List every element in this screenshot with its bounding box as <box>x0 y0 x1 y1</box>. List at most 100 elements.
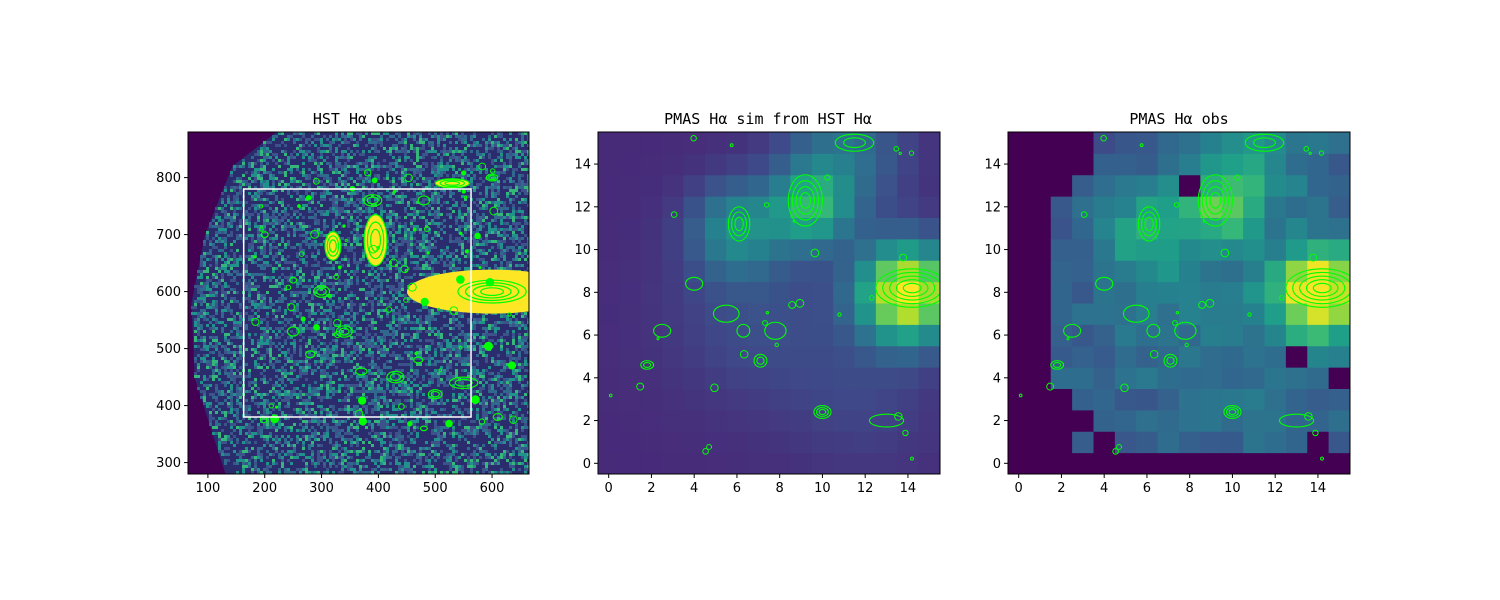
noise-pixel <box>392 336 395 339</box>
noise-pixel <box>236 408 239 411</box>
noise-pixel <box>224 216 227 219</box>
noise-pixel <box>338 288 341 291</box>
noise-pixel <box>341 372 344 375</box>
noise-pixel <box>311 192 314 195</box>
noise-pixel <box>233 210 236 213</box>
noise-pixel <box>473 186 476 189</box>
noise-pixel <box>362 249 365 252</box>
noise-pixel <box>296 228 299 231</box>
noise-pixel <box>485 150 488 153</box>
noise-pixel <box>446 324 449 327</box>
noise-pixel <box>341 354 344 357</box>
noise-pixel <box>410 405 413 408</box>
noise-pixel <box>236 234 239 237</box>
noise-pixel <box>314 207 317 210</box>
noise-pixel <box>350 249 353 252</box>
noise-pixel <box>332 168 335 171</box>
noise-pixel <box>260 174 263 177</box>
noise-pixel <box>443 372 446 375</box>
noise-pixel <box>266 327 269 330</box>
noise-pixel <box>374 288 377 291</box>
noise-pixel <box>473 141 476 144</box>
noise-pixel <box>275 144 278 147</box>
noise-pixel <box>230 207 233 210</box>
noise-pixel <box>329 306 332 309</box>
noise-pixel <box>245 375 248 378</box>
noise-pixel <box>425 345 428 348</box>
noise-pixel <box>311 387 314 390</box>
noise-pixel <box>485 264 488 267</box>
noise-pixel <box>296 168 299 171</box>
noise-pixel <box>356 171 359 174</box>
noise-pixel <box>416 240 419 243</box>
noise-pixel <box>488 141 491 144</box>
noise-pixel <box>227 360 230 363</box>
noise-pixel <box>482 249 485 252</box>
noise-pixel <box>407 204 410 207</box>
noise-pixel <box>323 210 326 213</box>
noise-pixel <box>488 156 491 159</box>
noise-pixel <box>338 333 341 336</box>
noise-pixel <box>431 243 434 246</box>
noise-pixel <box>410 231 413 234</box>
noise-pixel <box>338 408 341 411</box>
noise-pixel <box>368 402 371 405</box>
noise-pixel <box>254 351 257 354</box>
noise-pixel <box>425 222 428 225</box>
noise-pixel <box>506 318 509 321</box>
noise-pixel <box>293 387 296 390</box>
noise-pixel <box>311 372 314 375</box>
noise-pixel <box>317 132 320 135</box>
noise-pixel <box>473 375 476 378</box>
noise-pixel <box>200 357 203 360</box>
noise-pixel <box>344 186 347 189</box>
noise-pixel <box>275 162 278 165</box>
noise-pixel <box>239 222 242 225</box>
noise-pixel <box>356 312 359 315</box>
noise-pixel <box>320 384 323 387</box>
noise-pixel <box>443 264 446 267</box>
noise-pixel <box>239 312 242 315</box>
noise-pixel <box>350 216 353 219</box>
noise-pixel <box>233 375 236 378</box>
noise-pixel <box>347 159 350 162</box>
noise-pixel <box>509 351 512 354</box>
noise-pixel <box>287 360 290 363</box>
noise-pixel <box>266 333 269 336</box>
noise-pixel <box>491 147 494 150</box>
noise-pixel <box>317 366 320 369</box>
noise-pixel <box>494 390 497 393</box>
noise-pixel <box>479 222 482 225</box>
noise-pixel <box>428 357 431 360</box>
noise-pixel <box>353 144 356 147</box>
noise-pixel <box>389 195 392 198</box>
noise-pixel <box>485 330 488 333</box>
noise-pixel <box>278 264 281 267</box>
noise-pixel <box>476 150 479 153</box>
noise-pixel <box>485 399 488 402</box>
noise-pixel <box>389 360 392 363</box>
noise-pixel <box>398 150 401 153</box>
noise-pixel <box>320 192 323 195</box>
noise-pixel <box>227 291 230 294</box>
noise-pixel <box>371 132 374 135</box>
noise-pixel <box>431 273 434 276</box>
noise-pixel <box>215 291 218 294</box>
noise-pixel <box>416 213 419 216</box>
noise-pixel <box>407 378 410 381</box>
noise-pixel <box>518 339 521 342</box>
noise-pixel <box>512 240 515 243</box>
noise-pixel <box>512 333 515 336</box>
noise-pixel <box>482 153 485 156</box>
noise-pixel <box>425 405 428 408</box>
noise-pixel <box>344 309 347 312</box>
noise-pixel <box>503 138 506 141</box>
noise-pixel <box>323 360 326 363</box>
noise-pixel <box>308 186 311 189</box>
noise-pixel <box>209 321 212 324</box>
noise-pixel <box>422 237 425 240</box>
noise-pixel <box>338 180 341 183</box>
noise-pixel <box>476 360 479 363</box>
noise-pixel <box>326 348 329 351</box>
noise-pixel <box>389 234 392 237</box>
